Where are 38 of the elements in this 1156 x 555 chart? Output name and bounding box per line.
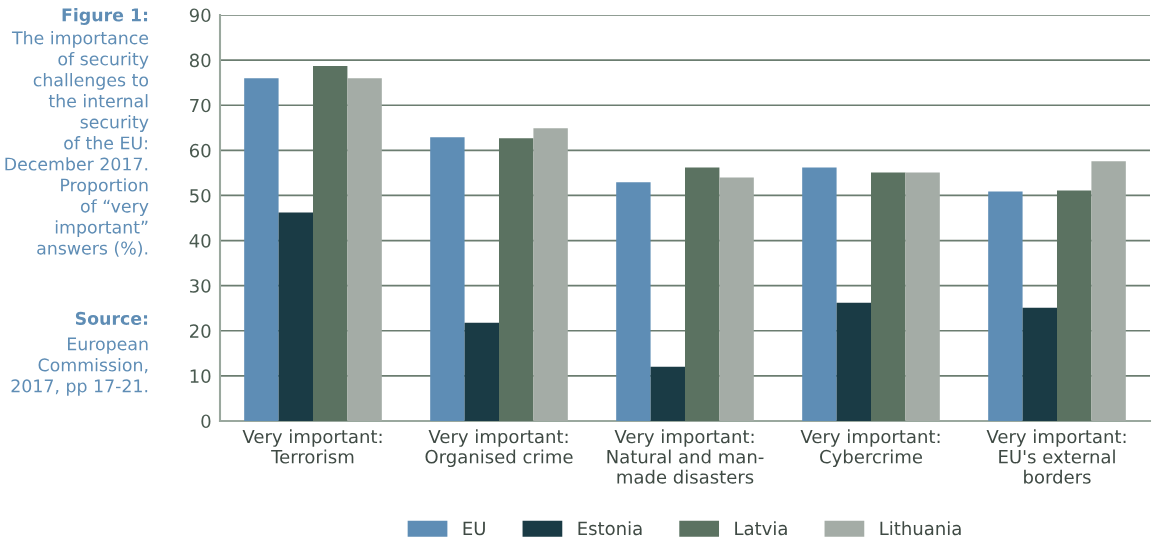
- bar: [1022, 307, 1057, 421]
- x-tick-label: Very important: Cybercrime: [800, 429, 940, 468]
- y-tick-label: 60: [189, 143, 211, 158]
- y-tick-label: 40: [189, 234, 211, 248]
- y-tick-label: 50: [190, 188, 211, 203]
- x-tick-label: Very important: Natural and man- made disasters: [607, 429, 764, 484]
- bar: [616, 182, 651, 421]
- y-tick-label: 20: [190, 324, 211, 338]
- bar: [278, 212, 313, 421]
- bar: [836, 302, 871, 421]
- bar: [802, 167, 837, 421]
- bar: [650, 366, 685, 421]
- x-tick-label: Very important: Terrorism: [242, 429, 382, 464]
- chart-title: Figure 1:: [62, 8, 148, 25]
- bar: [499, 138, 534, 421]
- bar: [988, 191, 1023, 421]
- bar: [430, 137, 465, 421]
- y-tick-label: 90: [189, 8, 211, 23]
- source-note: Source:: [75, 311, 148, 325]
- y-tick-label: 70: [190, 98, 211, 113]
- bar: [313, 65, 348, 421]
- text: European Commission, 2017, pp 17-21.: [11, 337, 148, 396]
- bar: [244, 78, 279, 421]
- bar: [871, 172, 906, 421]
- y-tick-label: 10: [190, 369, 211, 384]
- x-tick-label: Very important: EU's external borders: [986, 429, 1126, 484]
- text: The importance of security challenges to the internal security of the EU: December 2017. Proportion of “very important” answers (%).: [5, 31, 149, 257]
- bar: [464, 322, 499, 421]
- y-tick-label: 0: [201, 414, 211, 429]
- bar: [685, 167, 720, 421]
- legend-label: Lithuania: [880, 521, 961, 536]
- legend-label: Estonia: [578, 521, 642, 536]
- y-tick-label: 80: [189, 53, 211, 68]
- legend-label: EU: [463, 521, 485, 536]
- legend-label: Latvia: [735, 521, 787, 536]
- bar: [1057, 190, 1092, 421]
- y-tick-label: 30: [190, 279, 211, 293]
- x-tick-label: Very important: Organised crime: [425, 429, 573, 468]
